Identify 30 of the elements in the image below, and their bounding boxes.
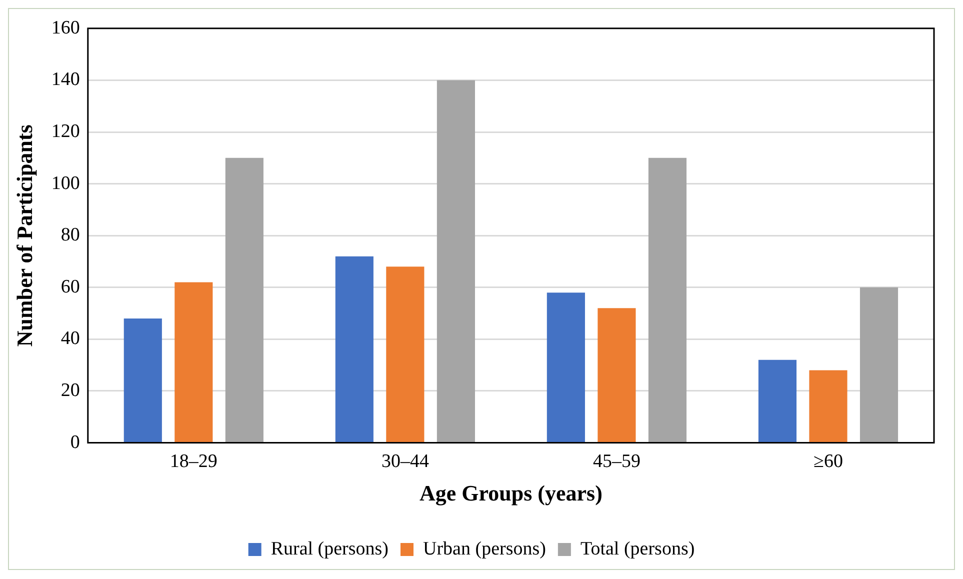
bar bbox=[124, 318, 162, 442]
bar bbox=[598, 308, 636, 442]
y-tick-label: 20 bbox=[60, 380, 80, 401]
x-tick-label: ≥60 bbox=[814, 451, 843, 472]
bar bbox=[809, 370, 848, 442]
y-tick-label: 100 bbox=[51, 172, 80, 194]
legend-label: Rural (persons) bbox=[270, 538, 389, 560]
bar bbox=[648, 158, 687, 442]
x-tick-label: 30–44 bbox=[381, 451, 430, 472]
x-tick-label: 18–29 bbox=[170, 451, 218, 472]
x-axis-title: Age Groups (years) bbox=[419, 480, 602, 506]
bar bbox=[860, 287, 898, 442]
bar bbox=[546, 292, 585, 442]
y-tick-label: 140 bbox=[51, 69, 80, 90]
bar bbox=[335, 256, 374, 442]
bar bbox=[758, 360, 797, 442]
legend-label: Urban (persons) bbox=[423, 538, 546, 560]
bar bbox=[386, 266, 424, 442]
y-tick-label: 60 bbox=[60, 276, 80, 298]
bar bbox=[436, 80, 475, 442]
y-tick-label: 120 bbox=[51, 120, 80, 142]
y-axis-title: Number of Participants bbox=[12, 124, 37, 347]
y-tick-label: 40 bbox=[60, 328, 80, 350]
bar bbox=[225, 158, 264, 442]
legend-label: Total (persons) bbox=[580, 538, 695, 560]
x-tick-label: 45–59 bbox=[592, 451, 640, 472]
y-tick-label: 0 bbox=[70, 432, 80, 453]
y-tick-label: 160 bbox=[51, 17, 80, 38]
y-tick-label: 80 bbox=[60, 224, 80, 246]
bar bbox=[174, 282, 213, 442]
